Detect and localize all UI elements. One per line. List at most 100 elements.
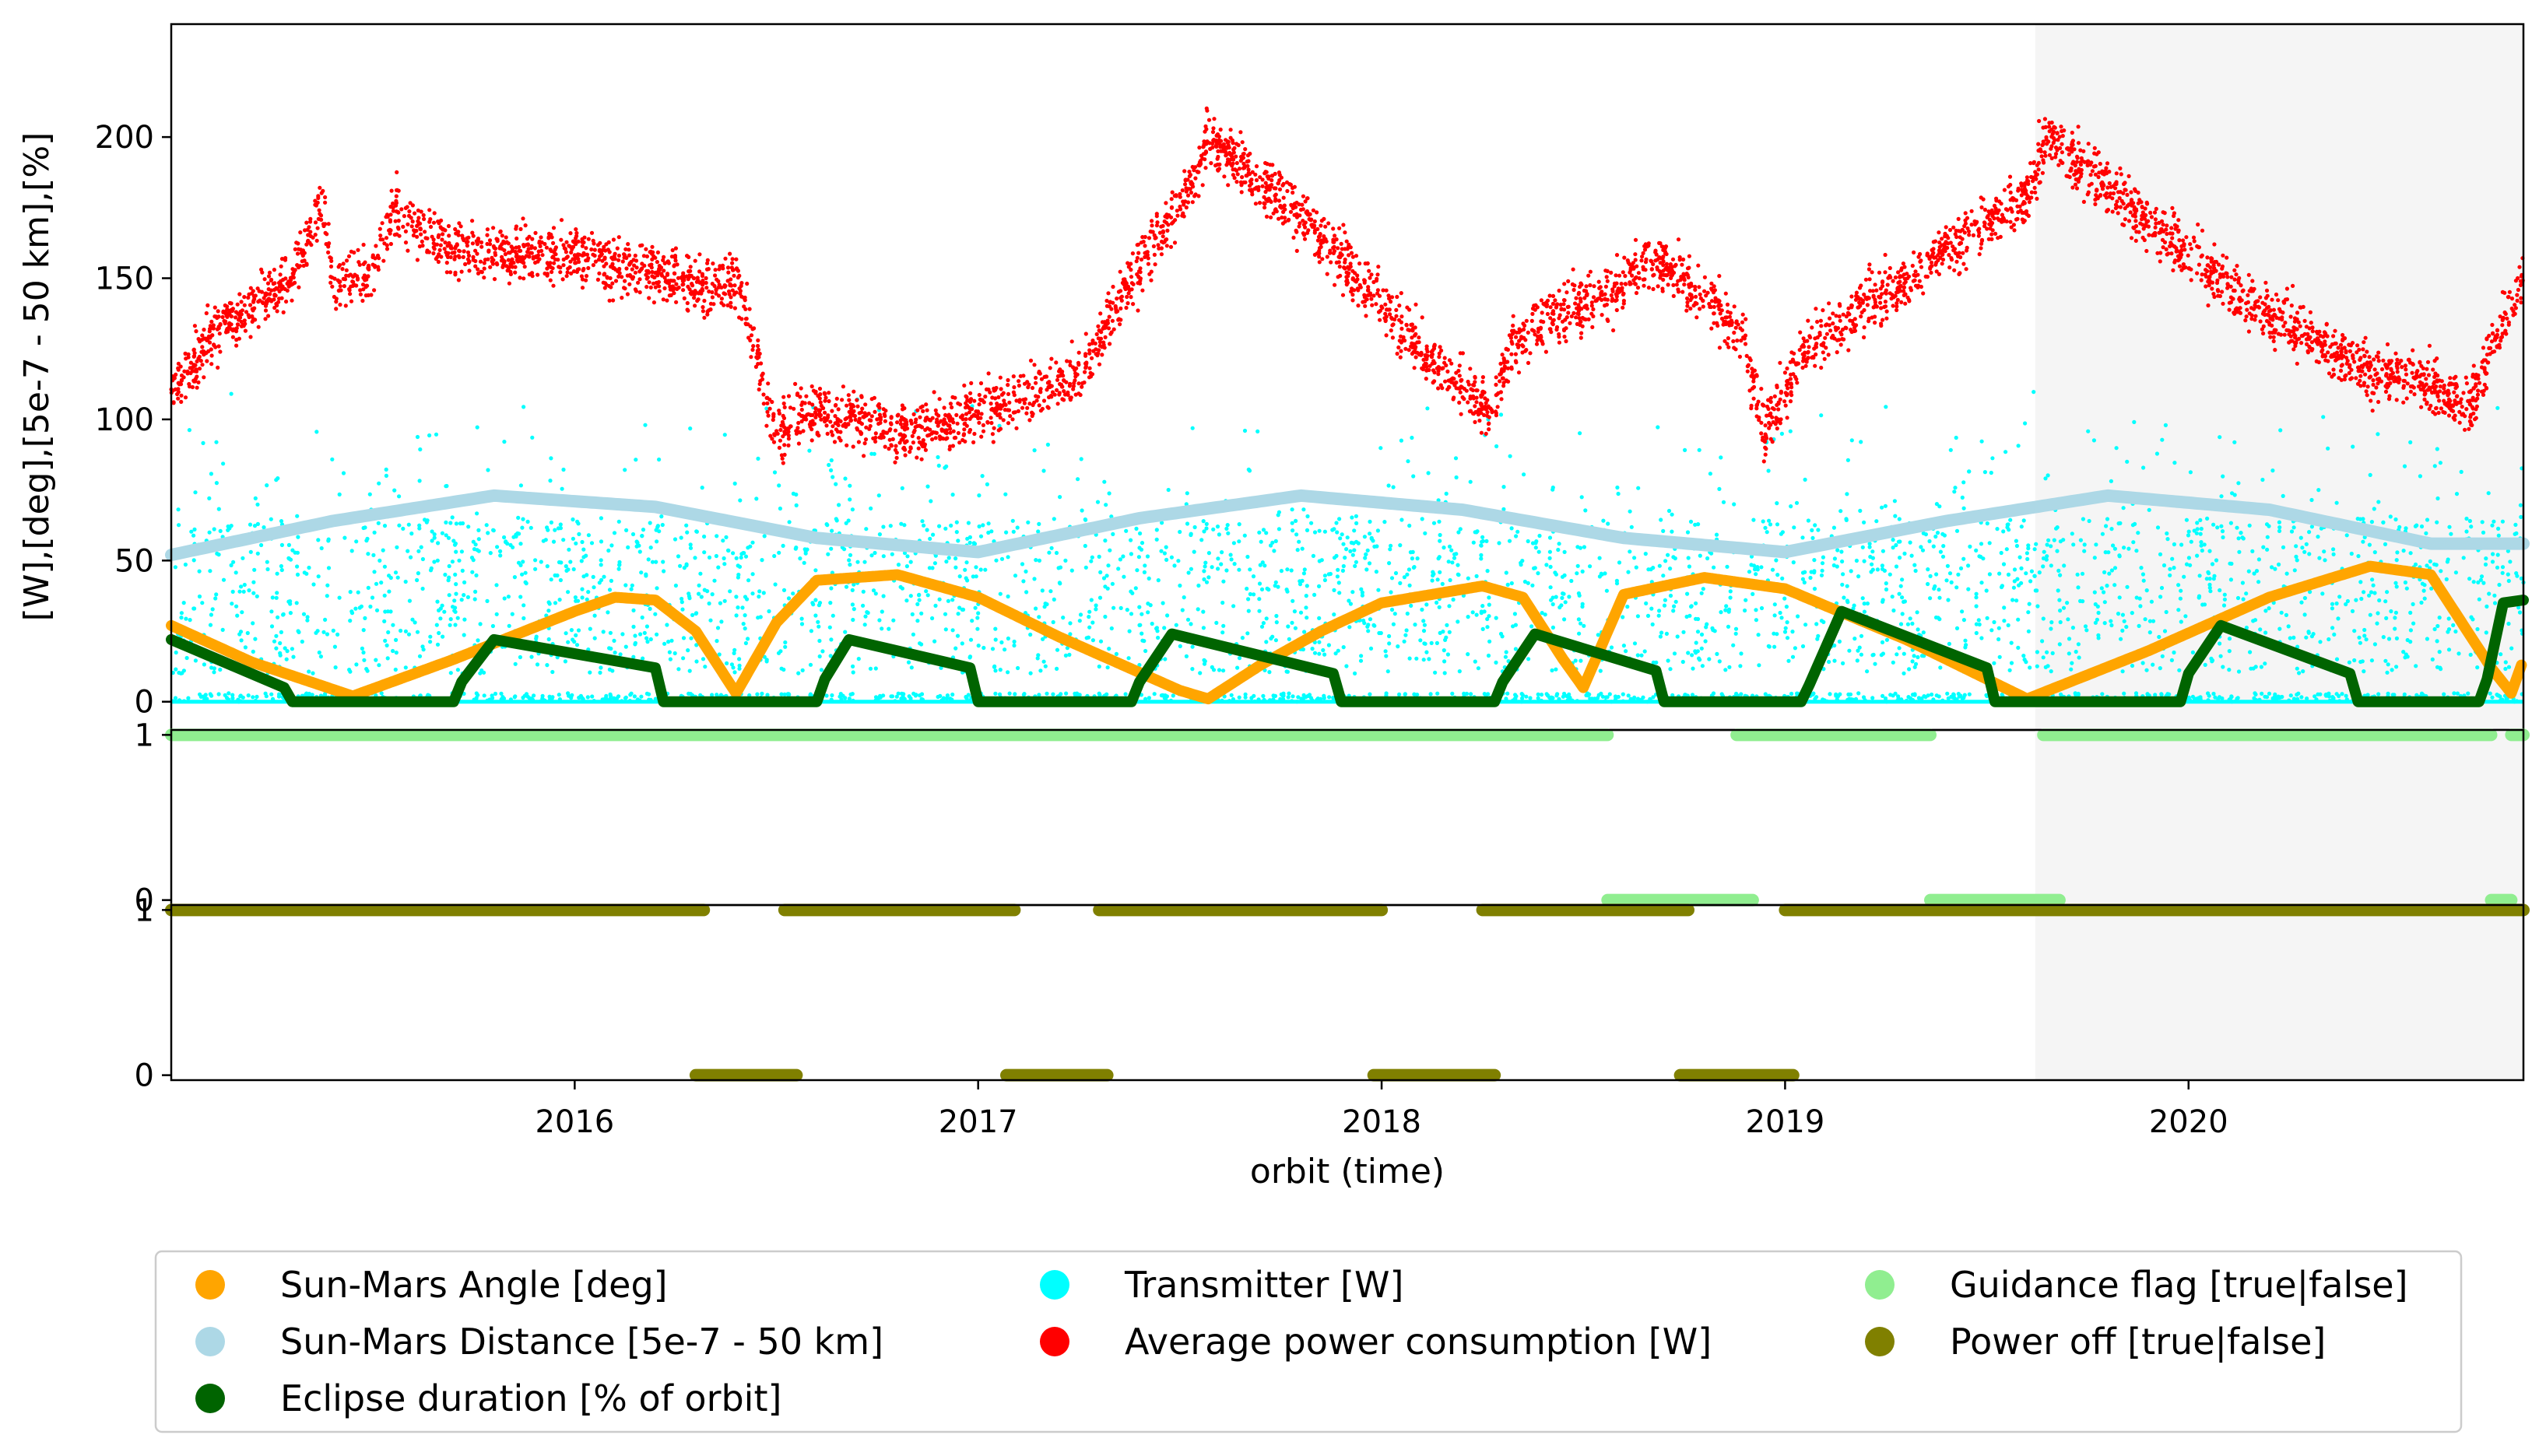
transmitter-point — [349, 549, 354, 553]
transmitter-point — [1509, 581, 1514, 586]
transmitter-point — [1819, 573, 1824, 577]
transmitter-point — [2117, 553, 2122, 558]
transmitter-point — [2228, 561, 2232, 566]
transmitter-point — [944, 696, 949, 700]
transmitter-point — [1646, 567, 1651, 572]
transmitter-point — [452, 598, 457, 603]
transmitter-point — [2263, 630, 2268, 635]
transmitter-point — [1371, 623, 1376, 628]
power-point — [616, 235, 621, 240]
transmitter-point — [2347, 660, 2351, 665]
power-point — [1877, 270, 1882, 275]
transmitter-point — [1902, 599, 1907, 604]
transmitter-point — [2045, 554, 2049, 559]
transmitter-point — [1849, 438, 1854, 443]
transmitter-point — [1399, 517, 1404, 522]
transmitter-point — [1281, 693, 1286, 698]
transmitter-point — [978, 534, 984, 539]
transmitter-point — [2200, 602, 2205, 607]
transmitter-point — [1780, 530, 1785, 535]
transmitter-point — [203, 693, 208, 697]
transmitter-point — [1909, 553, 1914, 558]
transmitter-point — [1143, 563, 1147, 568]
transmitter-point — [2394, 558, 2399, 563]
transmitter-point — [2256, 557, 2261, 562]
transmitter-point — [1257, 609, 1262, 613]
power-point — [1155, 220, 1160, 225]
transmitter-point — [570, 693, 574, 697]
transmitter-point — [2461, 556, 2466, 560]
transmitter-point — [2500, 570, 2505, 575]
transmitter-point — [743, 613, 747, 618]
transmitter-point — [2349, 551, 2354, 556]
transmitter-point — [2334, 500, 2339, 505]
transmitter-point — [1220, 630, 1225, 635]
transmitter-point — [2517, 610, 2523, 615]
transmitter-point — [2218, 588, 2222, 593]
transmitter-point — [973, 605, 978, 610]
transmitter-point — [241, 589, 246, 594]
transmitter-point — [1321, 647, 1326, 653]
transmitter-point — [827, 462, 831, 468]
sun-mars-angle-line — [166, 560, 2527, 705]
transmitter-point — [1182, 595, 1186, 600]
transmitter-point — [1588, 564, 1593, 569]
transmitter-point — [2195, 521, 2200, 525]
transmitter-point — [1767, 518, 1772, 523]
power-point — [470, 230, 475, 235]
transmitter-point — [1987, 572, 1992, 577]
transmitter-point — [2334, 657, 2340, 661]
transmitter-point — [606, 548, 611, 553]
transmitter-point — [1290, 620, 1294, 625]
transmitter-point — [2263, 609, 2268, 613]
transmitter-point — [1879, 653, 1884, 658]
transmitter-point — [1738, 664, 1743, 668]
power-point — [2467, 426, 2471, 431]
transmitter-point — [2386, 637, 2392, 641]
power-point — [704, 280, 708, 286]
transmitter-point — [2049, 626, 2053, 631]
transmitter-point — [1444, 491, 1449, 496]
transmitter-point — [834, 518, 839, 523]
transmitter-point — [1795, 691, 1800, 696]
transmitter-point — [937, 597, 942, 602]
transmitter-point — [242, 582, 247, 588]
transmitter-point — [2198, 517, 2203, 523]
transmitter-point — [756, 456, 760, 461]
transmitter-point — [444, 483, 449, 489]
transmitter-point — [1077, 619, 1082, 623]
transmitter-point — [453, 623, 458, 627]
transmitter-point — [977, 493, 982, 498]
transmitter-point — [722, 562, 727, 567]
transmitter-point — [813, 613, 818, 618]
transmitter-point — [817, 654, 822, 659]
transmitter-point — [1080, 508, 1084, 513]
transmitter-point — [2277, 528, 2282, 534]
transmitter-point — [1933, 534, 1938, 539]
transmitter-point — [1728, 589, 1733, 594]
transmitter-point — [2331, 547, 2336, 552]
transmitter-point — [1336, 648, 1340, 653]
power-point — [705, 261, 710, 265]
transmitter-point — [1810, 535, 1815, 541]
transmitter-point — [1659, 517, 1663, 522]
transmitter-point — [2189, 539, 2193, 544]
transmitter-point — [1966, 587, 1971, 591]
power-point — [431, 251, 436, 256]
transmitter-point — [446, 578, 451, 583]
transmitter-point — [957, 605, 962, 610]
transmitter-point — [1661, 574, 1666, 578]
transmitter-point — [1137, 623, 1142, 628]
transmitter-point — [1554, 693, 1559, 698]
power-point — [693, 303, 697, 308]
transmitter-point — [251, 695, 255, 700]
transmitter-point — [2288, 693, 2293, 698]
transmitter-point — [2286, 624, 2291, 629]
transmitter-point — [1908, 696, 1913, 700]
transmitter-point — [2131, 540, 2136, 545]
transmitter-point — [1547, 695, 1552, 700]
transmitter-point — [694, 643, 699, 647]
transmitter-point — [1332, 612, 1336, 617]
transmitter-point — [1344, 547, 1349, 552]
transmitter-point — [202, 662, 206, 667]
